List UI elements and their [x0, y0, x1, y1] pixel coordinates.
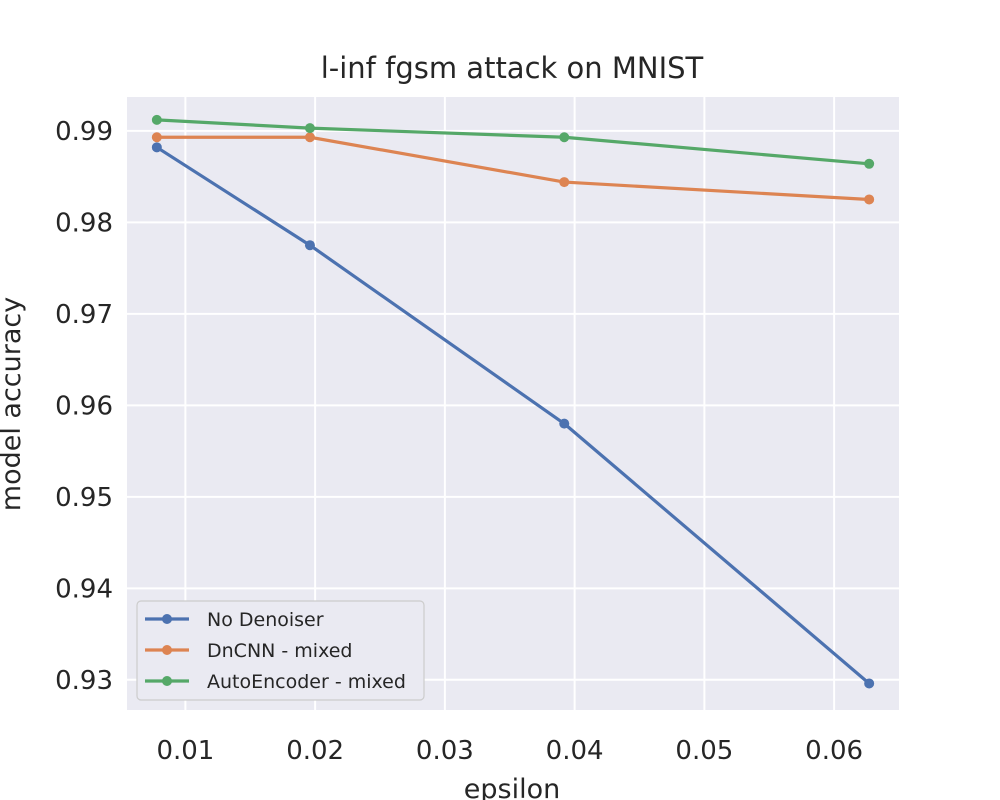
data-point-dncnn-mixed — [151, 132, 162, 143]
x-tick-label: 0.06 — [805, 736, 863, 766]
x-tick-label: 0.04 — [546, 736, 604, 766]
y-tick-label: 0.95 — [55, 483, 113, 513]
legend-label-autoencoder-mixed: AutoEncoder - mixed — [207, 671, 406, 693]
data-point-dncnn-mixed — [864, 194, 875, 205]
x-axis-label: epsilon — [464, 774, 560, 800]
y-tick-label: 0.99 — [55, 117, 113, 147]
y-axis-label: model accuracy — [0, 297, 27, 511]
data-point-dncnn-mixed — [304, 132, 315, 143]
y-tick-label: 0.96 — [55, 391, 113, 421]
legend-label-no-denoiser: No Denoiser — [207, 609, 324, 631]
y-tick-label: 0.93 — [55, 666, 113, 696]
x-tick-label: 0.02 — [286, 736, 344, 766]
data-point-no-denoiser — [864, 678, 875, 689]
data-point-autoencoder-mixed — [151, 114, 162, 125]
data-point-dncnn-mixed — [559, 177, 570, 188]
x-tick-label: 0.03 — [416, 736, 474, 766]
legend-marker-autoencoder-mixed — [162, 676, 172, 686]
grid — [127, 97, 899, 710]
chart-title: l-inf fgsm attack on MNIST — [321, 51, 704, 85]
data-point-no-denoiser — [304, 240, 315, 251]
series-line-dncnn-mixed — [155, 135, 871, 202]
y-tick-labels: 0.93 0.94 0.95 0.96 0.97 0.98 0.99 — [55, 117, 113, 696]
legend-items: No Denoiser DnCNN - mixed AutoEncoder - mi… — [145, 609, 406, 693]
x-tick-labels: 0.01 0.02 0.03 0.04 0.05 0.06 — [156, 736, 863, 766]
x-tick-label: 0.01 — [156, 736, 214, 766]
y-tick-label: 0.94 — [55, 574, 113, 604]
data-point-autoencoder-mixed — [864, 158, 875, 169]
series-line-no-denoiser — [155, 145, 871, 686]
data-point-autoencoder-mixed — [559, 132, 570, 143]
legend-box — [136, 600, 425, 701]
y-tick-label: 0.97 — [55, 300, 113, 330]
series-points — [151, 114, 875, 689]
series-line-autoencoder-mixed — [155, 118, 871, 166]
series-lines — [155, 118, 871, 686]
legend-marker-dncnn-mixed — [162, 645, 172, 655]
legend: No Denoiser DnCNN - mixed AutoEncoder - mi… — [136, 600, 425, 701]
legend-marker-no-denoiser — [162, 614, 172, 624]
legend-label-dncnn-mixed: DnCNN - mixed — [207, 640, 353, 662]
y-tick-label: 0.98 — [55, 208, 113, 238]
x-tick-label: 0.05 — [675, 736, 733, 766]
data-point-autoencoder-mixed — [304, 123, 315, 134]
data-point-no-denoiser — [151, 142, 162, 153]
data-point-no-denoiser — [559, 418, 570, 429]
